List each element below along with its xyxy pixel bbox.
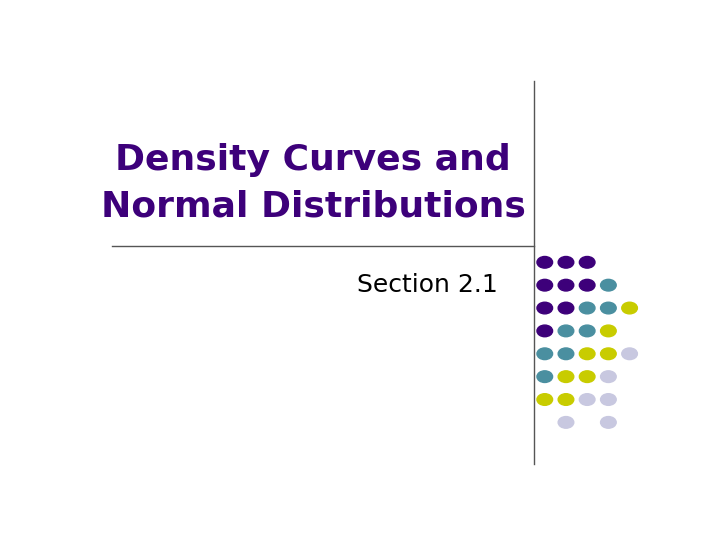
Circle shape <box>580 279 595 291</box>
Circle shape <box>600 279 616 291</box>
Circle shape <box>600 348 616 360</box>
Text: Normal Distributions: Normal Distributions <box>101 189 526 223</box>
Circle shape <box>558 348 574 360</box>
Circle shape <box>580 348 595 360</box>
Circle shape <box>622 348 637 360</box>
Circle shape <box>600 371 616 382</box>
Circle shape <box>600 416 616 428</box>
Circle shape <box>600 325 616 337</box>
Circle shape <box>600 302 616 314</box>
Circle shape <box>580 256 595 268</box>
Text: Section 2.1: Section 2.1 <box>356 273 498 297</box>
Circle shape <box>580 325 595 337</box>
Circle shape <box>558 325 574 337</box>
Circle shape <box>600 394 616 406</box>
Circle shape <box>580 394 595 406</box>
Circle shape <box>537 256 552 268</box>
Circle shape <box>558 256 574 268</box>
Circle shape <box>558 371 574 382</box>
Circle shape <box>537 302 552 314</box>
Text: Density Curves and: Density Curves and <box>115 144 511 178</box>
Circle shape <box>558 416 574 428</box>
Circle shape <box>580 302 595 314</box>
Circle shape <box>558 302 574 314</box>
Circle shape <box>537 348 552 360</box>
Circle shape <box>580 371 595 382</box>
Circle shape <box>622 302 637 314</box>
Circle shape <box>537 279 552 291</box>
Circle shape <box>537 394 552 406</box>
Circle shape <box>558 279 574 291</box>
Circle shape <box>537 371 552 382</box>
Circle shape <box>558 394 574 406</box>
Circle shape <box>537 325 552 337</box>
